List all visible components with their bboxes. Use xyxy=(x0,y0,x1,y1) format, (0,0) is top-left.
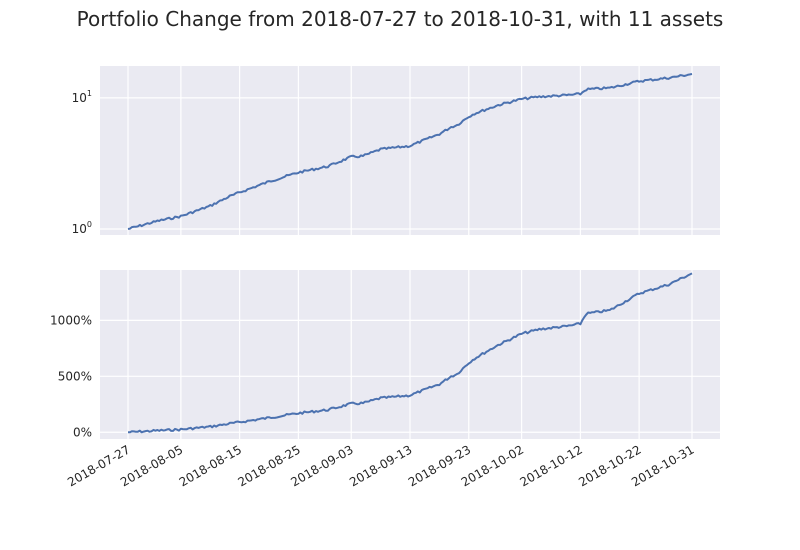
x-tick-labels: 2018-07-272018-08-052018-08-152018-08-25… xyxy=(65,442,696,489)
top-series-line xyxy=(127,73,693,230)
bottom-y-tick-label-2: 1000% xyxy=(50,313,92,327)
chart-title: Portfolio Change from 2018-07-27 to 2018… xyxy=(77,7,724,31)
x-tick-label-8: 2018-10-12 xyxy=(517,442,584,489)
bottom-y-tick-label-1: 500% xyxy=(58,369,92,383)
bottom-panel-percent: 0% 500% 1000% xyxy=(50,270,720,439)
bottom-y-ticks: 0% 500% 1000% xyxy=(50,313,92,439)
bottom-grid xyxy=(100,270,720,439)
x-tick-label-5: 2018-09-13 xyxy=(347,442,414,489)
bottom-y-tick-label-0: 0% xyxy=(73,425,92,439)
bottom-series-line xyxy=(128,272,693,434)
top-panel-log: 100 101 xyxy=(72,66,720,236)
x-tick-label-2: 2018-08-15 xyxy=(177,442,244,489)
top-y-tick-label-0: 100 xyxy=(72,220,92,236)
top-y-tick-label-1: 101 xyxy=(72,89,92,105)
top-y-ticks: 100 101 xyxy=(72,89,92,236)
